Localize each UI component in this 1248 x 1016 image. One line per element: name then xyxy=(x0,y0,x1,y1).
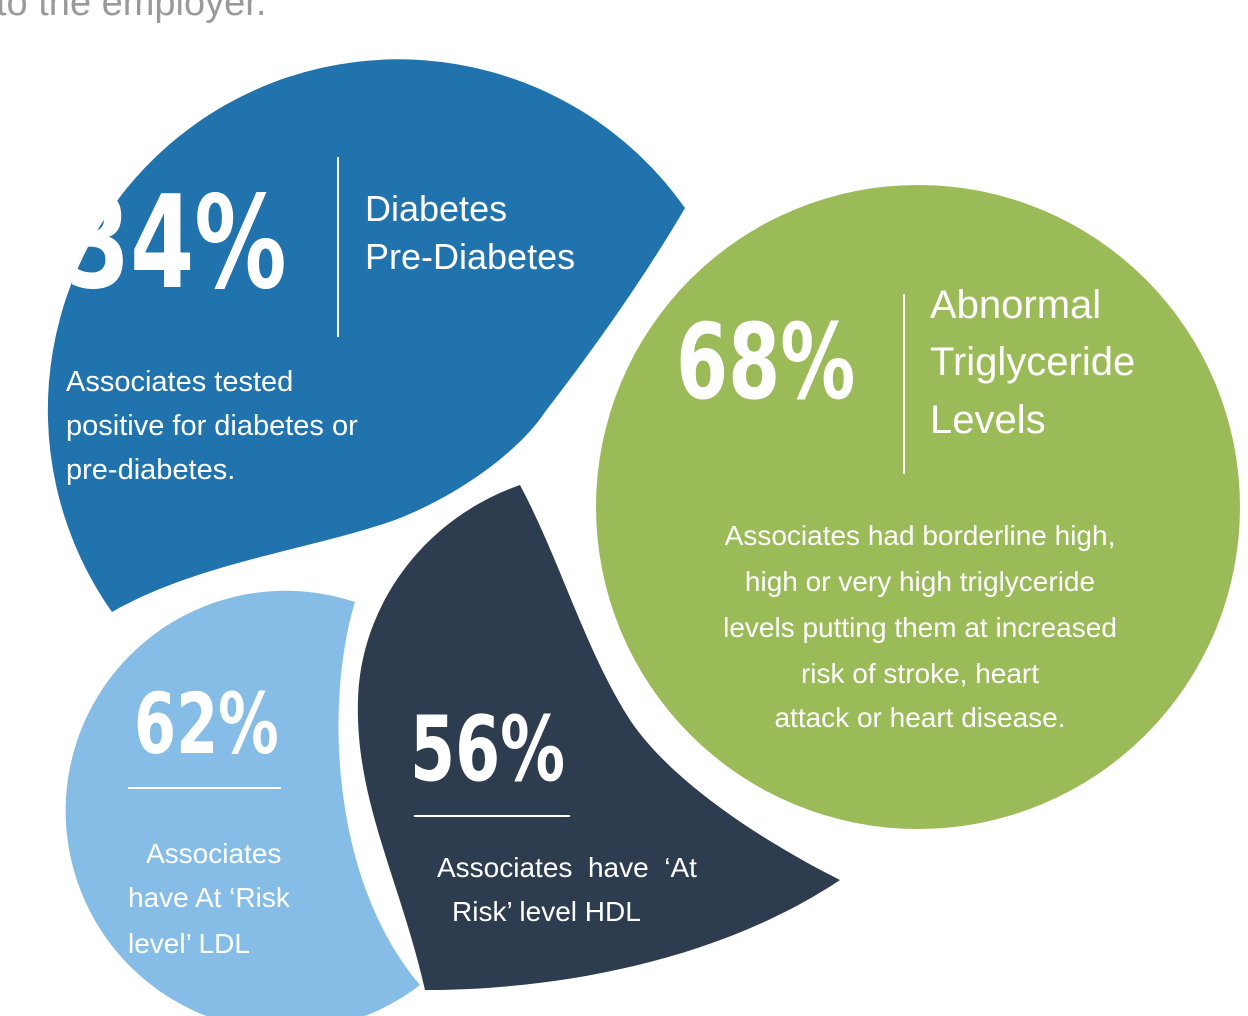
triglyceride-desc-line5: attack or heart disease. xyxy=(774,702,1066,733)
hdl-divider xyxy=(414,815,570,817)
ldl-bubble xyxy=(65,590,420,1016)
ldl-desc-line2: have At ‘Risk xyxy=(128,882,290,913)
triglyceride-desc-line4: risk of stroke, heart xyxy=(800,658,1040,689)
diabetes-title-line1: Diabetes xyxy=(365,188,508,229)
diabetes-desc-line2: positive for diabetes or xyxy=(66,410,358,442)
ldl-percent: 62% xyxy=(134,675,279,773)
ldl-desc-line1: Associates xyxy=(146,838,282,869)
triglyceride-title-line1: Abnormal xyxy=(930,283,1102,327)
ldl-divider xyxy=(128,787,281,789)
hdl-desc-line2: Risk’ level HDL xyxy=(452,896,641,927)
diabetes-desc-line3: pre-diabetes. xyxy=(66,454,236,486)
triglyceride-title-line3: Levels xyxy=(930,398,1046,442)
hdl-desc-line1: Associates have ‘At xyxy=(437,852,697,883)
diabetes-bubble xyxy=(47,59,686,612)
header-fragment: to the employer. xyxy=(0,0,267,24)
hdl-bubble xyxy=(357,485,840,990)
hdl-percent: 56% xyxy=(410,697,566,802)
triglyceride-divider xyxy=(903,294,905,474)
ldl-desc-line3: level’ LDL xyxy=(128,928,250,959)
triglyceride-desc-line3: levels putting them at increased xyxy=(723,612,1117,643)
triglyceride-title-line2: Triglyceride xyxy=(930,340,1136,384)
diabetes-desc-line1: Associates tested xyxy=(66,366,294,398)
triglyceride-desc-line1: Associates had borderline high, xyxy=(724,520,1116,551)
triglyceride-desc-line2: high or very high triglyceride xyxy=(744,566,1096,597)
diabetes-title-line2: Pre-Diabetes xyxy=(365,236,576,277)
diabetes-percent: 34% xyxy=(66,169,287,318)
triglyceride-bubble xyxy=(596,185,1240,829)
diabetes-divider xyxy=(337,157,339,337)
triglyceride-percent: 68% xyxy=(676,301,856,423)
